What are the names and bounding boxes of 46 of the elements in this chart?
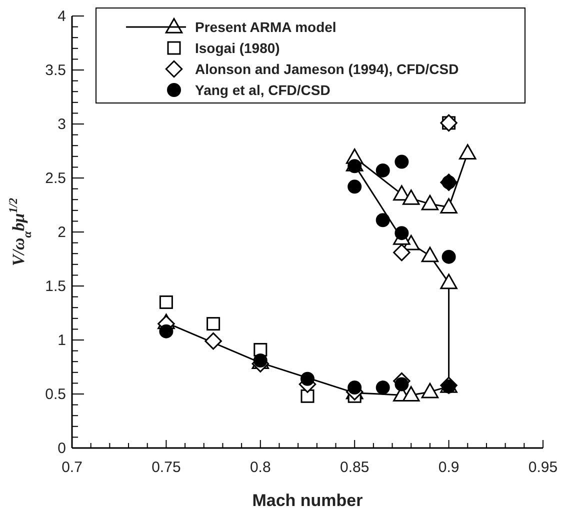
x-axis-title: Mach number	[252, 491, 364, 510]
point	[421, 382, 439, 398]
point	[206, 317, 220, 331]
y-tick-label: 0	[58, 440, 66, 457]
y-tick-label: 0.5	[45, 386, 66, 403]
point	[394, 377, 409, 392]
y-tick-label: 2	[58, 224, 66, 241]
point	[300, 372, 314, 386]
x-tick-label: 0.8	[250, 459, 271, 476]
point	[159, 324, 174, 338]
point	[459, 144, 476, 160]
x-tick-label: 0.9	[438, 459, 460, 476]
y-tick-label: 4	[58, 8, 66, 25]
x-tick-label: 0.75	[152, 459, 181, 476]
point	[421, 246, 439, 262]
point	[300, 389, 314, 403]
x-tick-label: 0.95	[528, 459, 558, 476]
point	[253, 354, 268, 368]
point	[394, 226, 409, 240]
point	[440, 198, 458, 214]
point	[348, 159, 362, 174]
point	[376, 380, 390, 395]
x-tick-label: 0.7	[62, 459, 82, 476]
point	[376, 163, 390, 178]
y-tick-label: 2.5	[45, 170, 66, 187]
x-tick-label: 0.85	[340, 459, 370, 476]
point	[376, 213, 390, 228]
y-tick-label: 3.5	[45, 62, 66, 79]
legend-label: Isogai (1980)	[195, 40, 280, 56]
legend-label: Alonson and Jameson (1994), CFD/CSD	[195, 61, 459, 77]
point	[393, 244, 410, 262]
y-tick-label: 3	[58, 116, 66, 133]
point	[204, 332, 222, 350]
point	[440, 274, 458, 290]
legend-label: Present ARMA model	[195, 19, 336, 35]
y-tick-label: 1.5	[45, 278, 66, 295]
point	[159, 295, 173, 309]
point	[348, 380, 362, 395]
legend-label: Yang et al, CFD/CSD	[195, 82, 330, 98]
point	[421, 194, 439, 210]
point	[348, 180, 362, 194]
point	[394, 154, 409, 169]
point	[402, 190, 420, 205]
point	[442, 250, 456, 264]
y-tick-label: 1	[58, 332, 66, 349]
point	[402, 386, 420, 402]
